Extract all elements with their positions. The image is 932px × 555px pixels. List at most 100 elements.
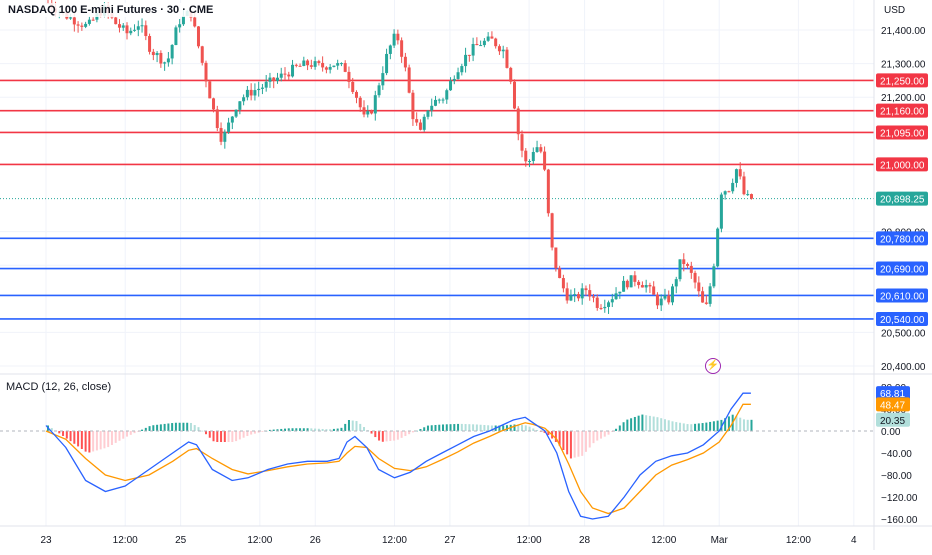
candle-body — [588, 290, 592, 297]
candle-body — [306, 60, 310, 66]
candle-body — [117, 24, 121, 28]
candle-body — [354, 91, 358, 98]
candle-body — [452, 78, 456, 81]
histogram-bar — [400, 431, 403, 438]
price-tick-label: 20,400.00 — [881, 362, 926, 373]
currency-label[interactable]: USD — [884, 5, 906, 16]
histogram-bar — [144, 427, 147, 431]
signal-line — [45, 403, 751, 515]
candle-body — [84, 23, 88, 27]
time-tick-label: 27 — [444, 535, 456, 546]
candlestick-series — [46, 0, 753, 314]
candle-body — [674, 279, 678, 287]
candle-body — [343, 63, 347, 72]
candle-body — [678, 259, 682, 280]
candle-body — [486, 36, 490, 41]
lightning-icon[interactable]: ⚡ — [705, 358, 721, 374]
histogram-bar — [201, 430, 204, 432]
histogram-bar — [374, 431, 377, 438]
time-axis: 23 12:00 25 12:00 26 12:00 27 12:00 28 12:00 Mar 12… — [40, 535, 857, 546]
candle-body — [279, 73, 283, 78]
histogram-bar — [355, 421, 358, 431]
histogram-bar — [637, 415, 640, 431]
candle-body — [200, 46, 204, 63]
candle-body — [644, 284, 648, 288]
support-level-badge — [876, 261, 928, 276]
candle-body — [531, 151, 535, 162]
candle-body — [437, 99, 441, 101]
histogram-bar — [660, 418, 663, 431]
time-tick-label: Mar — [711, 535, 729, 546]
histogram-bar — [630, 418, 633, 431]
histogram-bar — [178, 422, 181, 431]
histogram-bar — [554, 431, 557, 442]
histogram-bar — [468, 424, 471, 431]
candle-body — [445, 90, 449, 100]
resistance-level-label: 21,160.00 — [880, 107, 925, 118]
histogram-bar — [596, 431, 599, 441]
histogram-bar — [182, 422, 185, 431]
histogram-bar — [325, 429, 328, 431]
candle-body — [178, 24, 182, 28]
chart-title[interactable]: NASDAQ 100 E-mini Futures · 30 · CME — [6, 3, 216, 17]
candle-body — [554, 247, 558, 269]
macd-histogram — [0, 414, 874, 459]
candle-body — [712, 266, 716, 287]
candle-body — [151, 51, 155, 56]
histogram-bar — [272, 429, 275, 431]
histogram-bar — [242, 431, 245, 438]
histogram-bar — [438, 424, 441, 431]
support-level-badge — [876, 231, 928, 246]
histogram-bar — [690, 424, 693, 431]
candle-body — [72, 17, 76, 25]
macd-indicator-title[interactable]: MACD (12, 26, close) — [6, 381, 112, 393]
histogram-bar — [227, 431, 230, 442]
candle-body — [686, 264, 690, 266]
time-tick-label: 26 — [310, 535, 322, 546]
current-price-label: 20,898.25 — [880, 195, 925, 206]
candle-body — [381, 73, 385, 86]
grid — [0, 0, 874, 526]
candle-body — [76, 24, 80, 26]
candle-body — [208, 81, 212, 99]
histogram-bar — [92, 431, 95, 452]
candle-body — [309, 65, 313, 67]
candle-body — [388, 45, 392, 54]
candle-body — [268, 77, 272, 82]
histogram-bar — [712, 421, 715, 431]
histogram-bar — [716, 420, 719, 431]
histogram-bar — [295, 428, 298, 431]
candle-body — [576, 294, 580, 299]
histogram-bar — [524, 425, 527, 431]
candle-body — [625, 280, 629, 288]
candle-body — [223, 131, 227, 142]
histogram-bar — [739, 417, 742, 431]
candle-body — [565, 288, 569, 301]
candle-body — [460, 66, 464, 73]
resistance-level-badge — [876, 125, 928, 140]
candle-body — [618, 291, 622, 294]
candle-body — [80, 25, 84, 27]
candle-body — [716, 228, 720, 267]
histogram-bar — [648, 415, 651, 431]
histogram-bar — [216, 431, 219, 442]
candle-body — [663, 295, 667, 299]
candle-body — [482, 40, 486, 46]
histogram-bar — [607, 431, 610, 435]
candle-body — [321, 62, 325, 68]
histogram-bar — [720, 419, 723, 431]
histogram-bar — [521, 425, 524, 431]
histogram-bar — [193, 425, 196, 431]
histogram-bar — [80, 431, 83, 450]
candle-body — [140, 25, 144, 27]
candle-body — [580, 288, 584, 299]
candle-body — [370, 111, 374, 114]
candle-body — [558, 268, 562, 279]
time-tick-label: 28 — [579, 535, 591, 546]
histogram-bar — [253, 431, 256, 434]
current-price-badge — [876, 191, 928, 206]
histogram-bar — [122, 431, 125, 439]
candle-body — [749, 194, 753, 199]
